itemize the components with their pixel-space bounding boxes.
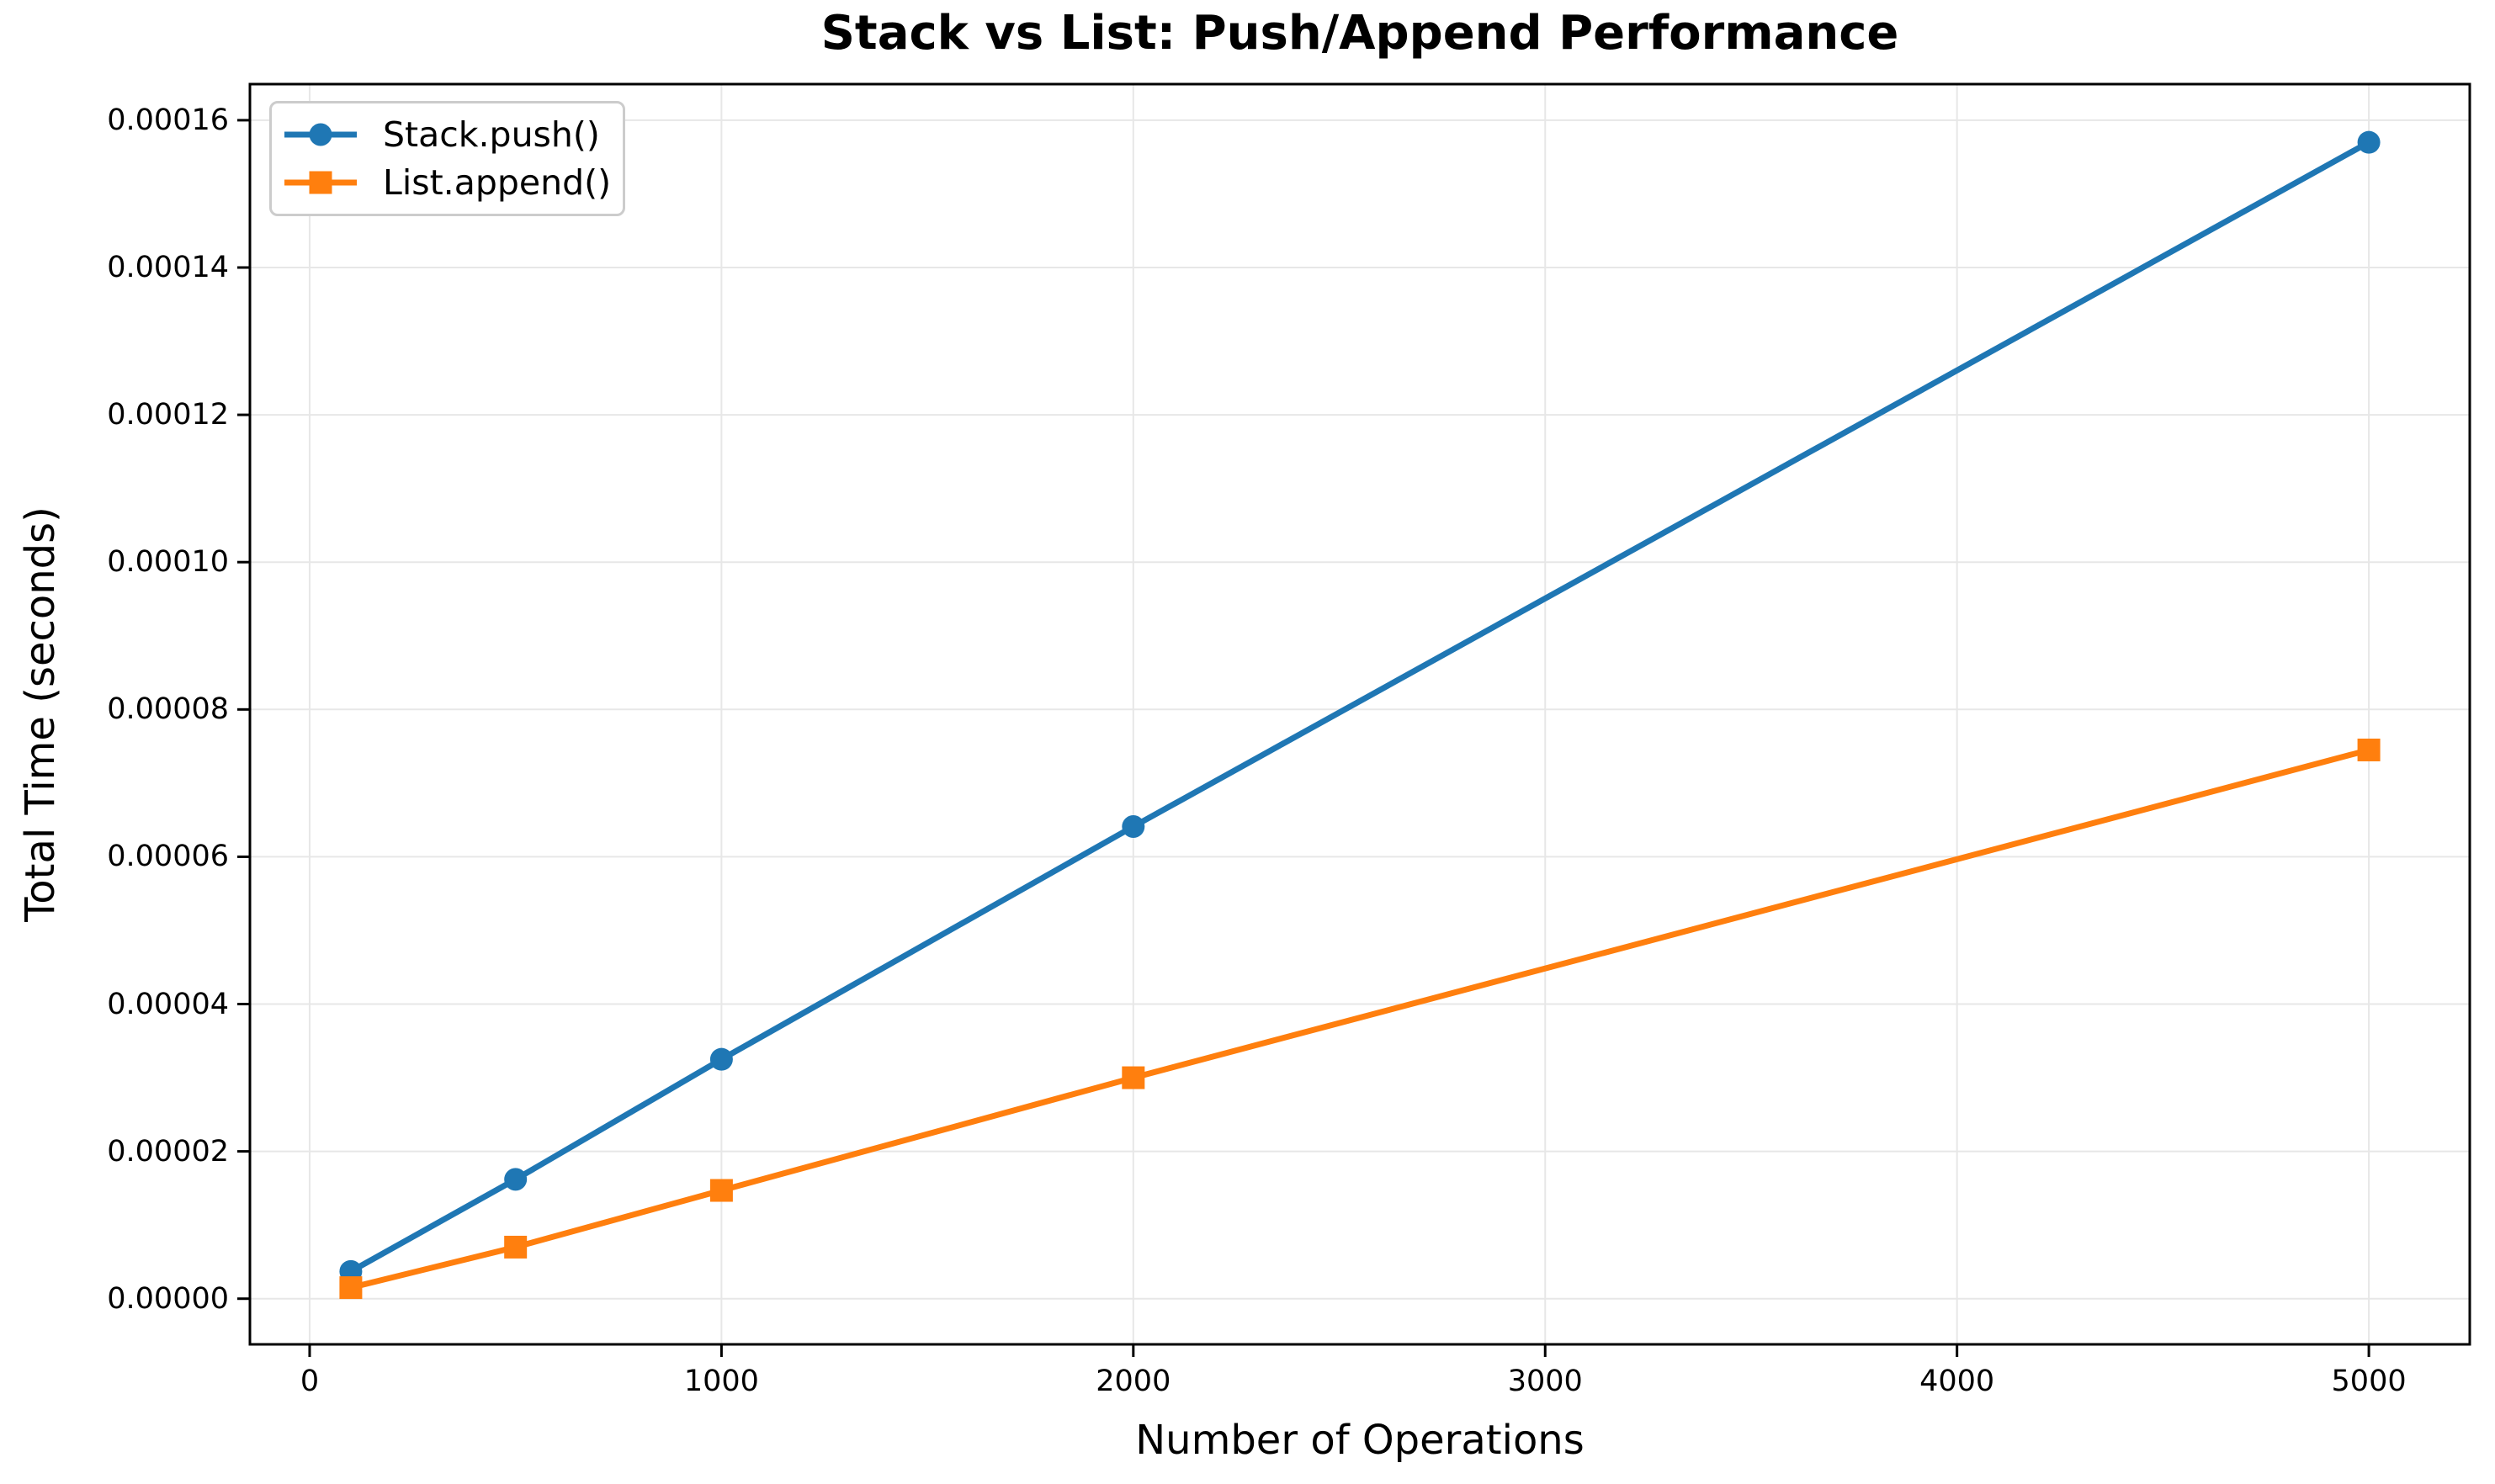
y-tick-label: 0.00004 xyxy=(107,987,229,1021)
legend-item: Stack.push() xyxy=(282,115,613,154)
data-point-marker xyxy=(709,1047,733,1071)
y-tick-label: 0.00006 xyxy=(107,840,229,874)
series-line-0 xyxy=(348,139,2372,1275)
legend-label: Stack.push() xyxy=(383,114,600,155)
x-tick-label: 1000 xyxy=(683,1365,759,1398)
data-point-marker xyxy=(504,1235,528,1259)
data-point-marker xyxy=(709,1179,733,1202)
legend: Stack.push() List.append() xyxy=(269,101,625,216)
x-tick-label: 0 xyxy=(300,1365,320,1398)
y-tick-label: 0.00002 xyxy=(107,1134,229,1169)
data-point-marker xyxy=(1122,815,1145,839)
legend-sample-marker xyxy=(309,171,332,194)
x-tick-label: 5000 xyxy=(2331,1365,2407,1398)
axes-spines xyxy=(248,82,2471,1346)
y-tick-label: 0.00008 xyxy=(107,692,229,727)
legend-item: List.append() xyxy=(282,163,613,202)
legend-sample-marker xyxy=(309,123,332,146)
chart-title: Stack vs List: Push/Append Performance xyxy=(820,6,1899,61)
y-tick-label: 0.00012 xyxy=(107,398,229,432)
legend-line-circle-marker-icon xyxy=(284,123,357,146)
data-point-marker xyxy=(339,1276,363,1300)
x-tick-label: 3000 xyxy=(1507,1365,1583,1398)
x-tick-label: 4000 xyxy=(1919,1365,1995,1398)
series-line-1 xyxy=(348,746,2372,1291)
x-axis-label: Number of Operations xyxy=(1135,1417,1585,1464)
data-point-marker xyxy=(504,1168,528,1191)
y-tick-label: 0.00016 xyxy=(107,103,229,137)
y-tick-label: 0.00014 xyxy=(107,251,229,284)
data-point-marker xyxy=(1122,1066,1145,1089)
y-tick-label: 0.00000 xyxy=(107,1281,229,1316)
x-tick-label: 2000 xyxy=(1096,1365,1171,1398)
y-tick-label: 0.00010 xyxy=(107,545,229,580)
data-point-marker xyxy=(2357,130,2381,154)
y-axis-label: Total Time (seconds) xyxy=(17,506,64,922)
legend-label: List.append() xyxy=(383,162,612,203)
data-point-marker xyxy=(2357,738,2381,761)
legend-line-square-marker-icon xyxy=(284,171,357,194)
